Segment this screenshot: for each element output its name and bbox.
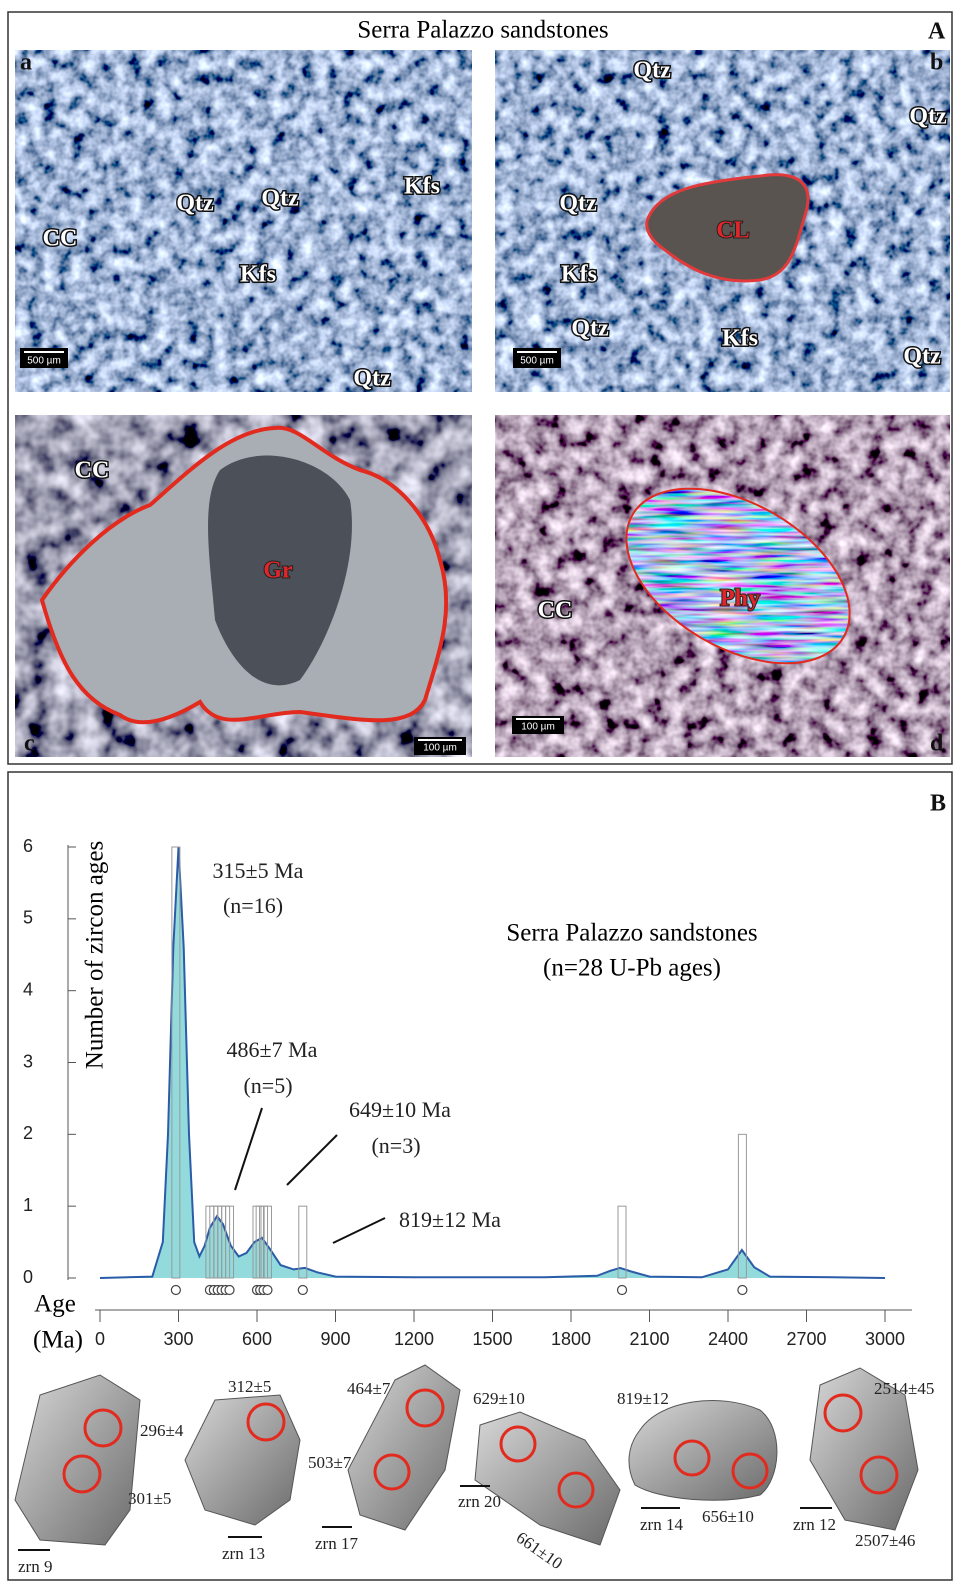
leader-line xyxy=(333,1218,385,1243)
mineral-label: CL xyxy=(716,218,749,244)
x-axis-label: Age xyxy=(34,1291,76,1318)
x-tick-label: 3000 xyxy=(865,1329,905,1349)
zircon-name: zrn 12 xyxy=(793,1515,836,1534)
y-tick-label: 5 xyxy=(23,908,33,928)
scale-bar: 500 µm xyxy=(27,356,61,367)
mineral-label: Kfs xyxy=(404,174,440,200)
leader-line xyxy=(287,1135,337,1185)
photo-label: c xyxy=(24,731,35,757)
mineral-label: Qtz xyxy=(903,344,941,370)
zircon: 296±4 301±5 zrn 9 xyxy=(15,1375,184,1576)
grain-marker xyxy=(618,1286,627,1295)
scale-bar: 500 µm xyxy=(520,356,554,367)
mineral-label: Kfs xyxy=(561,262,597,288)
zircon-age: 301±5 xyxy=(128,1489,171,1508)
zircon-age: 656±10 xyxy=(702,1507,754,1526)
mineral-label: Qtz xyxy=(261,186,299,212)
mineral-label: Qtz xyxy=(176,191,214,217)
annotation: 819±12 Ma xyxy=(399,1207,501,1232)
mineral-label: CC xyxy=(538,598,573,624)
grain-marker xyxy=(738,1286,747,1295)
y-tick-label: 6 xyxy=(23,836,33,856)
mineral-label: Qtz xyxy=(633,58,671,84)
grain-marker xyxy=(171,1286,180,1295)
x-tick-label: 1200 xyxy=(394,1329,434,1349)
mineral-label: Qtz xyxy=(909,104,947,130)
zircon-name: zrn 9 xyxy=(18,1557,52,1576)
x-tick-label: 2100 xyxy=(629,1329,669,1349)
mineral-label: Kfs xyxy=(240,262,276,288)
x-tick-label: 2700 xyxy=(786,1329,826,1349)
zircon-age: 2514±45 xyxy=(874,1379,934,1398)
zircon-age: 819±12 xyxy=(617,1389,669,1408)
photo-label: d xyxy=(930,731,944,757)
chart-title: Serra Palazzo sandstones xyxy=(506,920,757,947)
mineral-label: Phy xyxy=(720,586,760,612)
panel-label: A xyxy=(928,19,946,45)
y-tick-label: 0 xyxy=(23,1267,33,1287)
photo-label: b xyxy=(930,50,943,76)
zircon-age: 503±7 xyxy=(308,1453,352,1472)
y-tick-label: 3 xyxy=(23,1051,33,1071)
zircon-age: 464±7 xyxy=(347,1379,391,1398)
zircon-age: 629±10 xyxy=(473,1389,525,1408)
chart-subtitle: (n=28 U-Pb ages) xyxy=(543,955,721,982)
y-axis-label: Number of zircon ages xyxy=(82,841,109,1069)
zircon-age: 312±5 xyxy=(228,1377,271,1396)
x-tick-label: 0 xyxy=(95,1329,105,1349)
annotation: (n=16) xyxy=(223,893,283,918)
scale-bar: 100 µm xyxy=(521,722,555,733)
zircon-age: 661±10 xyxy=(513,1528,566,1573)
panel-label: B xyxy=(930,791,946,817)
zircon: 629±10 661±10 zrn 20 xyxy=(458,1389,620,1573)
zircon-name: zrn 17 xyxy=(315,1534,358,1553)
annotation: 649±10 Ma xyxy=(349,1097,451,1122)
mineral-label: Qtz xyxy=(353,366,391,392)
zircon-name: zrn 13 xyxy=(222,1544,265,1563)
photo: a Qtz Qtz Kfs CC Kfs Qtz 500 µm xyxy=(15,50,472,393)
x-tick-label: 2400 xyxy=(708,1329,748,1349)
y-tick-label: 4 xyxy=(23,979,33,999)
annotation: (n=5) xyxy=(243,1073,292,1098)
mineral-label: Gr xyxy=(263,558,293,584)
zircon: 312±5 zrn 13 xyxy=(185,1377,300,1563)
zircon-age: 296±4 xyxy=(140,1421,184,1440)
leader-line xyxy=(235,1108,262,1190)
y-tick-label: 1 xyxy=(23,1195,33,1215)
photo: b Qtz Qtz Qtz CL Kfs Qtz Kfs Qtz 500 µm xyxy=(495,50,950,393)
x-tick-label: 1800 xyxy=(551,1329,591,1349)
mineral-label: CC xyxy=(43,226,78,252)
mineral-label: CC xyxy=(75,458,110,484)
x-tick-label: 600 xyxy=(242,1329,272,1349)
page: {"panel_a": {"title": "Serra Palazzo san… xyxy=(0,0,960,1583)
zircon-name: zrn 20 xyxy=(458,1492,501,1511)
zircon-name: zrn 14 xyxy=(640,1515,683,1534)
grain-marker xyxy=(298,1286,307,1295)
scale-bar: 100 µm xyxy=(423,743,457,754)
figure: Serra Palazzo sandstones A a Qtz Qtz Kfs… xyxy=(0,0,960,1583)
zircon-age: 2507±46 xyxy=(855,1531,915,1550)
mineral-label: Kfs xyxy=(722,326,758,352)
x-axis-unit: (Ma) xyxy=(33,1327,83,1354)
annotation: 486±7 Ma xyxy=(227,1037,318,1062)
x-tick-label: 900 xyxy=(320,1329,350,1349)
x-tick-label: 300 xyxy=(163,1329,193,1349)
annotation: 315±5 Ma xyxy=(213,858,304,883)
photo: c CC Gr 100 µm xyxy=(15,415,472,757)
y-tick-label: 2 xyxy=(23,1123,33,1143)
x-tick-label: 1500 xyxy=(472,1329,512,1349)
panel-a-title: Serra Palazzo sandstones xyxy=(357,17,608,44)
photo-label: a xyxy=(20,50,32,76)
zircon: 464±7 503±7 zrn 17 xyxy=(308,1365,460,1553)
grain-marker xyxy=(225,1286,234,1295)
grain-marker xyxy=(263,1286,272,1295)
zircon: 2514±45 2507±46 zrn 12 xyxy=(793,1368,934,1550)
mineral-label: Qtz xyxy=(571,316,609,342)
annotation: (n=3) xyxy=(371,1133,420,1158)
zircon: 819±12 656±10 zrn 14 xyxy=(617,1389,777,1534)
mineral-label: Qtz xyxy=(559,191,597,217)
photo: d CC Phy 100 µm xyxy=(495,415,950,757)
